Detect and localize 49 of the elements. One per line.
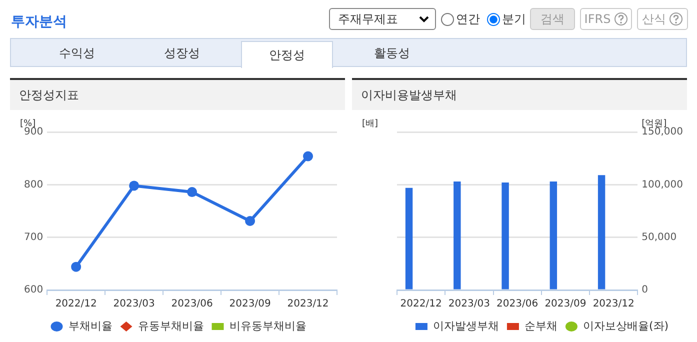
x-tick-label: 2023/09 xyxy=(544,298,586,310)
x-tick-label: 2023/12 xyxy=(592,298,634,310)
x-tick-label: 2022/12 xyxy=(55,298,97,310)
x-tick-label: 2023/03 xyxy=(113,298,155,310)
legend-label: 유동부채비율 xyxy=(138,319,204,332)
text: 연간 xyxy=(456,10,480,28)
point xyxy=(245,216,256,226)
y-tick-label: 900 xyxy=(24,126,44,138)
y-tick-label: 700 xyxy=(24,232,44,243)
text: 활동성 xyxy=(373,44,411,62)
y2-tick-label: 50,000 xyxy=(642,232,677,243)
text: IFRS xyxy=(584,12,611,26)
y2-tick-label: 150,000 xyxy=(642,126,684,138)
x-tick-label: 2023/12 xyxy=(287,298,329,310)
chart-title: 안정성지표 xyxy=(10,80,345,110)
x-tick-label: 2023/06 xyxy=(171,298,213,310)
text: 투자분석 xyxy=(11,13,67,31)
legend-label: 순부채 xyxy=(524,319,558,332)
y-axis-title: [%] xyxy=(20,118,36,129)
x-tick-label: 2023/03 xyxy=(448,298,490,310)
legend-label: 이자보상배율(좌) xyxy=(582,319,669,332)
y-tick-label: 600 xyxy=(24,284,44,296)
point xyxy=(71,262,82,272)
x-tick-label: 2022/12 xyxy=(400,298,442,310)
text: 수익성 xyxy=(58,44,96,62)
text: 주재무제표 xyxy=(329,8,436,30)
y-axis-title: [배] xyxy=(362,118,378,129)
legend-label: 비유동부채비율 xyxy=(229,319,306,332)
legend-label: 이자발생부채 xyxy=(432,319,499,332)
y2-tick-label: 100,000 xyxy=(642,179,684,190)
point xyxy=(129,180,140,191)
text: 산식 xyxy=(642,10,666,28)
chart-title: 이자비용발생부채 xyxy=(352,80,687,110)
bar xyxy=(598,175,606,290)
bar xyxy=(454,182,461,290)
point xyxy=(187,187,198,198)
bar xyxy=(550,182,558,290)
text: 안정성 xyxy=(241,41,333,68)
x-tick-label: 2023/09 xyxy=(229,298,271,310)
text: 성장성 xyxy=(163,44,201,62)
point xyxy=(303,151,314,162)
text: 분기 xyxy=(502,10,526,28)
legend-label: 부채비율 xyxy=(68,319,112,332)
y-tick-label: 800 xyxy=(24,179,44,190)
bar xyxy=(405,188,413,290)
text: 검색 xyxy=(530,8,575,30)
x-tick-label: 2023/06 xyxy=(496,298,538,310)
y2-tick-label: 0 xyxy=(642,284,648,296)
bar xyxy=(502,182,509,290)
